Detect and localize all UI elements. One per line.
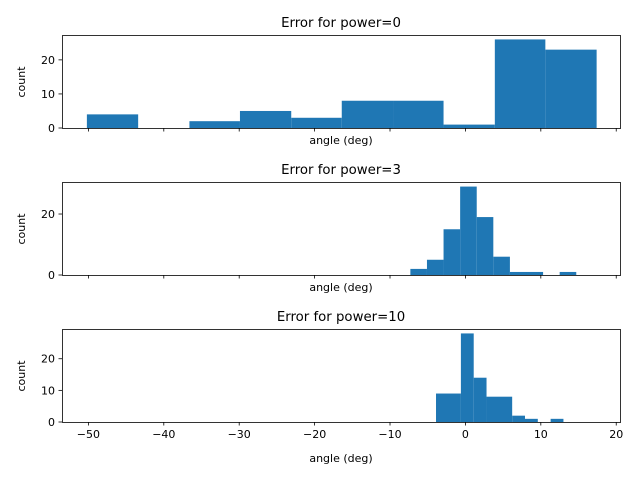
y-axis-label: count: [15, 66, 28, 98]
subplot-power-10: Error for power=10 count angle (deg) 0 10…: [15, 310, 623, 465]
histogram-bar: [486, 396, 513, 422]
histogram-bar: [341, 100, 394, 128]
y-tick-label: 0: [48, 122, 55, 135]
histogram-bar: [512, 415, 525, 422]
x-axis-label: angle (deg): [309, 281, 372, 294]
histogram-bar: [493, 256, 510, 275]
y-axis-label: count: [15, 360, 28, 392]
histogram-bar: [443, 229, 461, 275]
x-tick-label: 20: [609, 428, 623, 441]
y-tick-label: 20: [41, 54, 55, 67]
histogram-bar: [239, 110, 292, 128]
y-tick-label: 20: [41, 208, 55, 221]
histogram-bar: [460, 333, 474, 422]
histogram-bar: [545, 49, 597, 129]
histogram-bar: [291, 117, 342, 128]
x-tick-label: −10: [378, 428, 401, 441]
histogram-bar: [460, 186, 477, 275]
histogram-bar: [393, 100, 444, 128]
y-tick-label: 10: [41, 88, 55, 101]
histogram-bar: [476, 217, 494, 275]
histogram-bar: [473, 377, 487, 422]
histogram-bar: [526, 271, 544, 275]
histogram-bar: [443, 124, 495, 128]
histogram-bar: [524, 418, 538, 422]
x-tick-label: −20: [303, 428, 326, 441]
histogram-bar: [559, 271, 577, 275]
y-tick-label: 0: [48, 269, 55, 282]
x-tick-label: −40: [152, 428, 175, 441]
histogram-bar: [189, 121, 240, 128]
histogram-bar: [86, 114, 139, 128]
x-tick-label: 10: [534, 428, 548, 441]
subplot-title: Error for power=0: [281, 16, 401, 31]
subplot-power-0: Error for power=0 count angle (deg) 0 10 2…: [15, 16, 621, 147]
histogram-bar: [550, 418, 564, 422]
subplot-power-3: Error for power=3 count angle (deg) 0 20: [15, 163, 621, 294]
y-tick-label: 10: [41, 384, 55, 397]
histogram-bar: [436, 393, 461, 422]
x-tick-label: −50: [77, 428, 100, 441]
x-axis-label: angle (deg): [309, 134, 372, 147]
subplot-title: Error for power=10: [277, 310, 405, 325]
x-axis-label: angle (deg): [309, 452, 372, 465]
y-axis-label: count: [15, 213, 28, 245]
histogram-bar: [509, 271, 527, 275]
x-tick-label: 0: [462, 428, 469, 441]
axes-frame: [62, 35, 621, 129]
subplot-title: Error for power=3: [281, 163, 401, 178]
y-tick-label: 0: [48, 416, 55, 429]
histogram-bar: [426, 259, 444, 275]
y-tick-label: 20: [41, 353, 55, 366]
plot-area: 0 10 20: [41, 35, 621, 135]
axes-frame: [62, 329, 621, 423]
histogram-bar: [494, 39, 546, 128]
plot-area: 0 10 20 −50 −40 −30 −20 −10 0 10 20: [41, 329, 623, 441]
axes-frame: [62, 182, 621, 276]
x-tick-label: −30: [228, 428, 251, 441]
histogram-bar: [410, 268, 427, 275]
plot-area: 0 20: [41, 182, 621, 282]
